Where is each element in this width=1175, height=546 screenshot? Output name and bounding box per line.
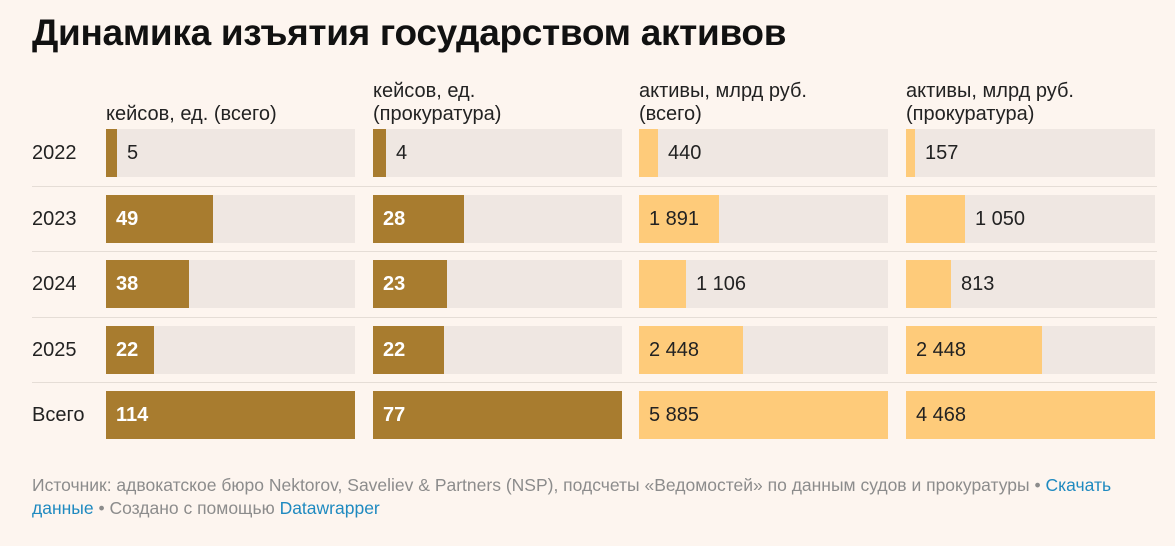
row-divider [32,251,1157,252]
bar [639,260,686,308]
value-label: 157 [925,142,959,164]
column-header-line: (всего) [639,103,702,125]
bar [373,129,386,177]
row-divider [32,186,1157,187]
bar [106,326,154,374]
row-label: 2022 [32,142,77,164]
bar-track: 23 [373,260,622,308]
bar-track: 157 [906,129,1155,177]
column-header: активы, млрд руб. (прокуратура) [906,74,1165,126]
bar [639,391,888,439]
bar [639,326,743,374]
bar-track: 49 [106,195,355,243]
bar [106,195,213,243]
datawrapper-link[interactable]: Datawrapper [279,498,380,518]
bar-track: 22 [106,326,355,374]
value-label: 4 [396,142,408,164]
bar [373,260,447,308]
value-label: 22 [116,339,139,361]
bar [906,260,951,308]
column-header-line: кейсов, ед. [373,80,476,102]
column-header-line: активы, млрд руб. [639,80,807,102]
row-label: 2025 [32,339,77,361]
bar-track: 1 106 [639,260,888,308]
bar-track: 4 468 [906,391,1155,439]
bar-track: 38 [106,260,355,308]
row-divider [32,317,1157,318]
row-label: Всего [32,404,85,426]
bar-track: 22 [373,326,622,374]
bar-track: 5 885 [639,391,888,439]
value-label: 440 [668,142,702,164]
bar-track: 440 [639,129,888,177]
row-label: 2023 [32,208,77,230]
column-header: кейсов, ед. (всего) [106,74,365,126]
value-label: 5 [127,142,139,164]
bar-track: 4 [373,129,622,177]
bar [639,195,719,243]
column-header: активы, млрд руб. (всего) [639,74,898,126]
value-label: 1 106 [696,273,747,295]
value-label: 4 468 [916,404,967,426]
bar-track: 1 891 [639,195,888,243]
created-with-text: Создано с помощью [109,498,280,518]
value-label: 5 885 [649,404,700,426]
bar [639,129,658,177]
column-header-line: кейсов, ед. (всего) [106,103,277,125]
row-label: 2024 [32,273,77,295]
bar [906,195,965,243]
row-divider [32,382,1157,383]
value-label: 2 448 [649,339,700,361]
value-label: 1 891 [649,208,700,230]
value-label: 28 [383,208,406,230]
value-label: 23 [383,273,406,295]
download-data-link[interactable]: Скачать данные [32,475,1112,518]
footer-separator: • [93,498,110,518]
chart-title: Динамика изъятия государством активов [32,12,787,53]
value-label: 38 [116,273,139,295]
value-label: 1 050 [975,208,1026,230]
column-header-line: (прокуратура) [906,103,1035,125]
bar [906,129,915,177]
value-label: 49 [116,208,139,230]
value-label: 77 [383,404,406,426]
value-label: 114 [116,404,149,426]
value-label: 2 448 [916,339,967,361]
bar [906,391,1155,439]
bar [106,391,355,439]
column-header-line: активы, млрд руб. [906,80,1074,102]
column-header: кейсов, ед. (прокуратура) [373,74,632,126]
bar [106,260,189,308]
bar-track: 114 [106,391,355,439]
bar [906,326,1042,374]
bar [373,326,444,374]
bar-track: 28 [373,195,622,243]
footer: Источник: адвокатское бюро Nektorov, Sav… [32,474,1162,520]
bar-track: 1 050 [906,195,1155,243]
bar-track: 2 448 [639,326,888,374]
value-label: 22 [383,339,406,361]
value-label: 813 [961,273,995,295]
bar [373,391,622,439]
bar-track: 5 [106,129,355,177]
source-note: Источник: адвокатское бюро Nektorov, Sav… [32,475,1030,495]
bar-track: 813 [906,260,1155,308]
bar [106,129,117,177]
bar-track: 77 [373,391,622,439]
column-header-line: (прокуратура) [373,103,502,125]
bar [373,195,464,243]
bar-track: 2 448 [906,326,1155,374]
footer-separator: • [1029,475,1046,495]
